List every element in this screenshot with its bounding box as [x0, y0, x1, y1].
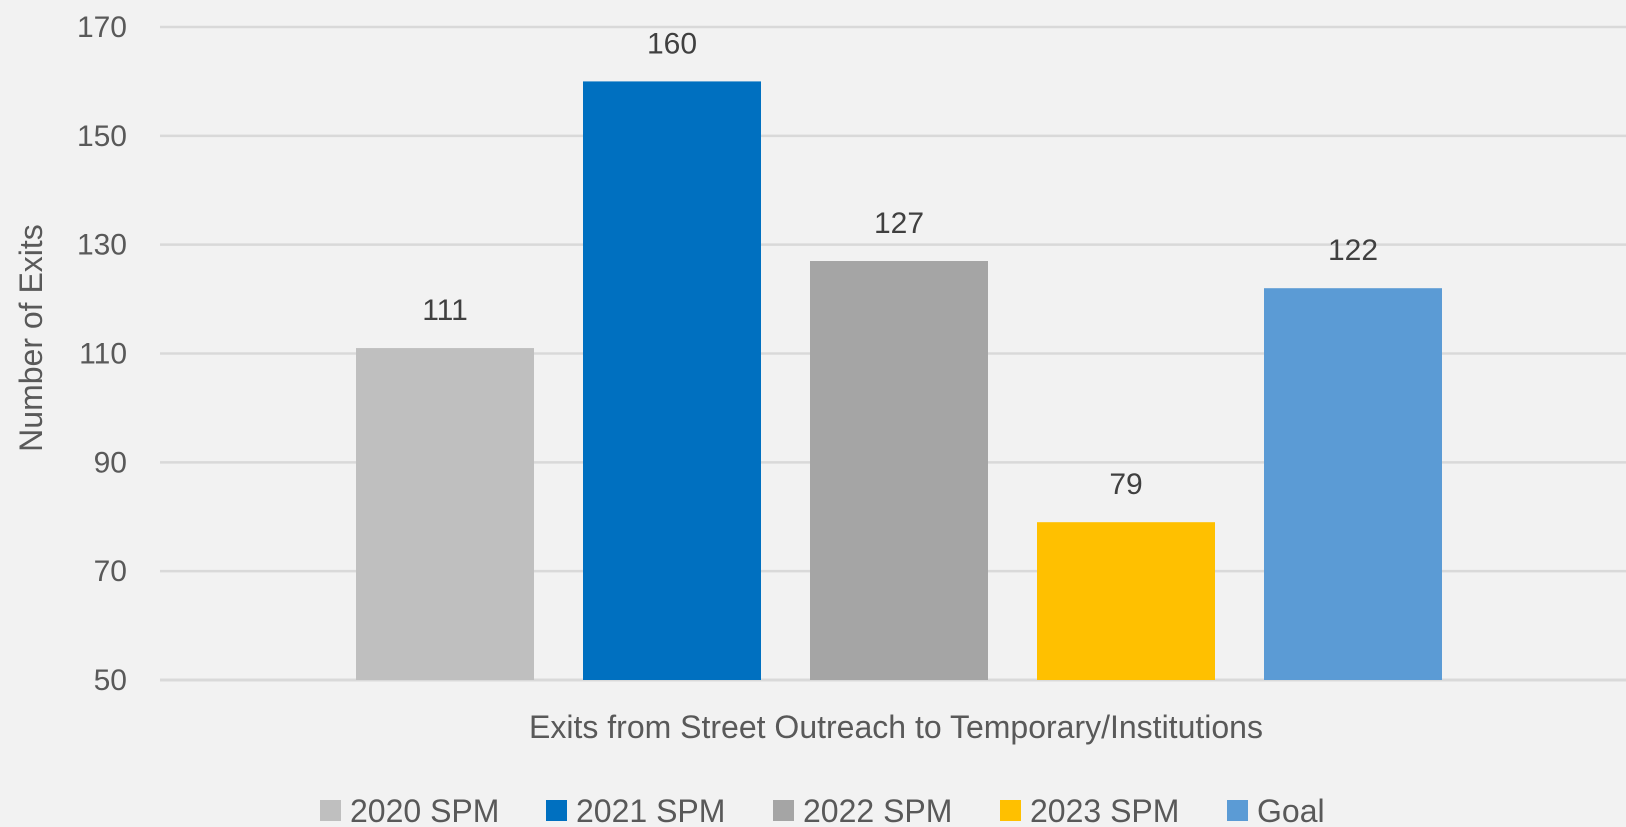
data-label: 122 [1328, 234, 1378, 267]
bars [356, 81, 1442, 680]
y-axis-ticks: 50 70 90 110 130 150 170 [77, 11, 127, 697]
legend: 2020 SPM 2021 SPM 2022 SPM 2023 SPM Goal [320, 793, 1325, 827]
legend-label: Goal [1257, 793, 1325, 827]
y-tick-label: 70 [94, 555, 127, 588]
data-label: 111 [422, 294, 468, 327]
bar-goal [1264, 288, 1442, 680]
x-axis-category-label: Exits from Street Outreach to Temporary/… [529, 709, 1263, 745]
y-tick-label: 130 [77, 229, 127, 262]
y-tick-label: 90 [94, 446, 127, 479]
y-axis-title: Number of Exits [13, 224, 49, 452]
y-tick-label: 50 [94, 664, 127, 697]
legend-swatch [1000, 800, 1021, 821]
legend-swatch [320, 800, 341, 821]
legend-swatch [546, 800, 567, 821]
data-labels: 111 160 127 79 122 [422, 27, 1378, 501]
legend-swatch [773, 800, 794, 821]
legend-swatch [1227, 800, 1248, 821]
legend-label: 2021 SPM [576, 793, 725, 827]
bar-2022-spm [810, 260, 988, 680]
y-tick-label: 150 [77, 120, 127, 153]
bar-2021-spm [583, 81, 761, 680]
data-label: 160 [647, 27, 697, 60]
legend-label: 2023 SPM [1030, 793, 1179, 827]
bar-2020-spm [356, 348, 534, 680]
bar-2023-spm [1037, 522, 1215, 680]
legend-label: 2022 SPM [803, 793, 952, 827]
y-tick-label: 170 [77, 11, 127, 44]
data-label: 127 [874, 207, 924, 240]
y-tick-label: 110 [79, 338, 127, 371]
legend-label: 2020 SPM [350, 793, 499, 827]
data-label: 79 [1109, 468, 1142, 501]
